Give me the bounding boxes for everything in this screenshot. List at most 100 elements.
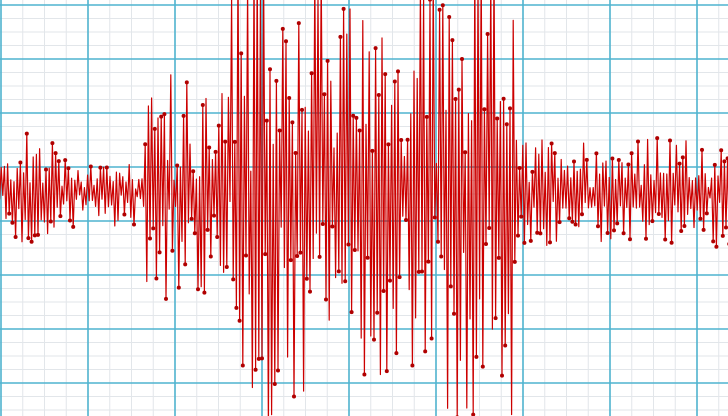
waveform-sample-dot [636,139,640,144]
waveform-sample-dot [701,227,706,232]
waveform-sample-dot [482,107,487,112]
waveform-sample-dot [452,311,456,316]
waveform-sample-dot [384,369,389,374]
waveform-sample-dot [501,96,506,101]
waveform-sample-dot [98,165,103,170]
waveform-sample-dot [580,212,584,217]
waveform-sample-dot [680,155,685,160]
waveform-sample-dot [450,38,455,43]
waveform-sample-dot [354,115,359,120]
waveform-sample-dot [552,151,557,156]
waveform-sample-dot [223,139,228,144]
waveform-sample-dot [700,147,704,152]
waveform-sample-dot [208,254,213,259]
waveform-sample-dot [352,247,357,252]
waveform-sample-dot [656,212,661,217]
waveform-sample-dot [48,219,53,224]
waveform-sample-dot [260,356,264,361]
waveform-sample-dot [383,72,388,77]
waveform-sample-dot [480,364,485,369]
waveform-sample-dot [216,123,221,128]
waveform-sample-dot [239,51,244,56]
waveform-sample-dot [296,21,301,26]
waveform-sample-dot [202,290,207,295]
waveform-sample-dot [437,7,442,12]
waveform-sample-dot [308,289,312,294]
waveform-sample-dot [381,288,386,293]
waveform-sample-dot [191,169,196,174]
waveform-sample-dot [416,269,421,274]
waveform-sample-dot [365,255,370,260]
waveform-sample-dot [668,138,672,143]
waveform-sample-dot [63,158,68,163]
waveform-sample-dot [343,279,348,284]
waveform-sample-dot [663,237,668,242]
waveform-sample-dot [471,412,476,416]
waveform-sample-dot [272,382,277,387]
waveform-sample-dot [154,276,159,281]
waveform-sample-dot [324,297,328,302]
waveform-sample-dot [487,225,492,230]
waveform-sample-dot [669,240,674,245]
waveform-sample-dot [88,164,93,169]
waveform-sample-dot [394,351,399,356]
waveform-sample-dot [71,224,76,229]
waveform-sample-dot [405,137,410,142]
waveform-sample-dot [148,236,152,241]
waveform-sample-dot [535,230,540,235]
waveform-sample-dot [372,337,376,342]
waveform-sample-dot [682,224,687,229]
waveform-sample-dot [240,363,245,368]
waveform-sample-dot [626,162,631,167]
waveform-sample-dot [508,106,512,111]
waveform-sample-dot [50,141,55,146]
waveform-sample-dot [724,225,728,230]
waveform-sample-dot [612,228,616,233]
waveform-sample-dot [18,160,23,165]
waveform-sample-dot [346,242,351,247]
waveform-sample-dot [388,278,392,283]
waveform-sample-dot [496,255,501,260]
waveform-sample-dot [192,231,197,236]
waveform-sample-dot [528,238,533,243]
waveform-sample-dot [212,213,216,218]
waveform-sample-dot [655,136,660,141]
waveform-sample-dot [456,87,461,92]
waveform-sample-dot [677,161,682,166]
waveform-sample-dot [420,269,424,274]
waveform-sample-dot [440,3,445,8]
waveform-sample-dot [484,241,488,246]
waveform-sample-dot [143,142,148,147]
waveform-sample-dot [720,233,725,238]
waveform-sample-dot [495,116,500,121]
waveform-sample-dot [175,163,180,168]
waveform-sample-dot [256,356,261,361]
waveform-sample-dot [503,343,508,348]
waveform-sample-dot [157,250,162,255]
waveform-sample-dot [290,120,295,125]
waveform-sample-dot [429,336,434,341]
waveform-sample-dot [679,229,684,234]
waveform-sample-dot [423,349,428,354]
waveform-sample-dot [189,216,194,221]
waveform-sample-dot [159,114,164,119]
waveform-sample-dot [376,93,381,98]
waveform-sample-dot [616,157,621,162]
waveform-sample-dot [719,148,724,153]
waveform-sample-dot [432,215,437,220]
waveform-sample-dot [298,250,303,255]
waveform-sample-dot [548,240,552,245]
waveform-sample-dot [183,262,188,267]
waveform-sample-dot [615,221,620,226]
waveform-sample-dot [234,305,239,310]
waveform-sample-dot [58,214,63,219]
waveform-sample-dot [13,234,18,239]
waveform-sample-dot [474,354,479,359]
waveform-sample-dot [288,258,293,263]
waveform-sample-dot [207,145,212,150]
waveform-sample-dot [386,142,391,147]
waveform-sample-dot [274,78,279,83]
waveform-sample-dot [644,236,648,241]
